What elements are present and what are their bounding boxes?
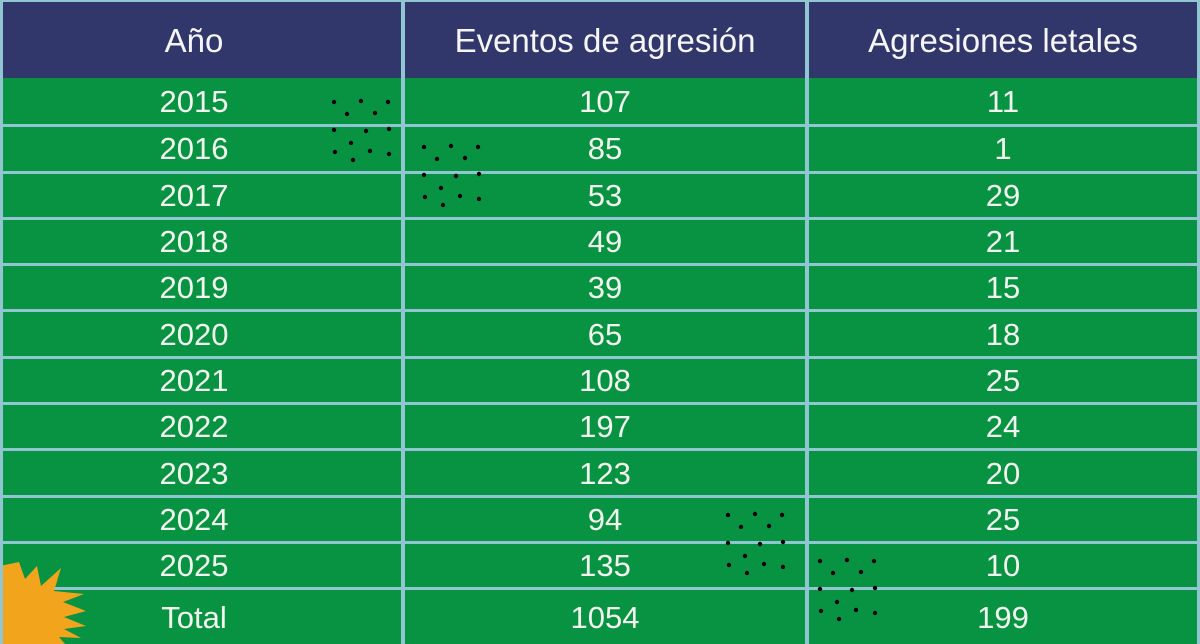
- year-cell: 2023: [159, 455, 229, 491]
- table-row: 2017 53 29: [3, 170, 1197, 217]
- events-cell: 107: [401, 78, 805, 125]
- table-row: 2022 197 24: [3, 402, 1197, 449]
- table-row: 2016 85 1: [3, 124, 1197, 171]
- events-cell: 85: [401, 127, 805, 171]
- header-cell-events: Eventos de agresión: [401, 2, 805, 78]
- table-row: 2024 94 25: [3, 494, 1197, 541]
- year-cell: 2016: [159, 131, 229, 167]
- table-row: 2025 135 10: [3, 540, 1197, 588]
- header-cell-year: Año: [164, 21, 224, 59]
- lethal-cell: 10: [805, 543, 1197, 588]
- table-row-total: Total 1054 199: [3, 587, 1197, 644]
- header-cell-lethal: Agresiones letales: [805, 2, 1197, 78]
- year-cell: 2018: [159, 224, 229, 260]
- events-cell: 39: [401, 266, 805, 310]
- year-cell: 2015: [159, 83, 229, 119]
- lethal-cell: 18: [805, 312, 1197, 356]
- lethal-cell: 24: [805, 405, 1197, 449]
- events-cell: 1054: [401, 590, 805, 644]
- events-cell: 123: [401, 451, 805, 495]
- events-cell: 108: [401, 358, 805, 403]
- lethal-cell: 11: [805, 78, 1197, 125]
- events-cell: 197: [401, 405, 805, 449]
- events-cell: 53: [401, 173, 805, 217]
- table-row: 2023 123 20: [3, 448, 1197, 495]
- events-cell: 49: [401, 219, 805, 264]
- lethal-cell: 15: [805, 266, 1197, 310]
- lethal-cell: 25: [805, 358, 1197, 403]
- year-cell: Total: [161, 599, 227, 635]
- events-cell: 94: [401, 497, 805, 541]
- lethal-cell: 21: [805, 219, 1197, 264]
- table-row: 2015 107 11: [3, 78, 1197, 125]
- events-cell: 65: [401, 312, 805, 356]
- year-cell: 2020: [159, 316, 229, 352]
- lethal-cell: 29: [805, 173, 1197, 217]
- lethal-cell: 1: [805, 127, 1197, 171]
- lethal-cell: 25: [805, 497, 1197, 541]
- lethal-cell: 20: [805, 451, 1197, 495]
- table-row: 2019 39 15: [3, 263, 1197, 310]
- year-cell: 2024: [159, 501, 229, 537]
- lethal-cell: 199: [805, 590, 1197, 644]
- year-cell: 2025: [159, 548, 229, 584]
- table-row: 2018 49 21: [3, 216, 1197, 264]
- year-cell: 2022: [159, 409, 229, 445]
- year-cell: 2017: [159, 177, 229, 213]
- year-cell: 2021: [159, 362, 229, 398]
- table-row: 2021 108 25: [3, 355, 1197, 403]
- table-header-row: Año Eventos de agresión Agresiones letal…: [3, 2, 1197, 78]
- table-row: 2020 65 18: [3, 309, 1197, 356]
- events-cell: 135: [401, 543, 805, 588]
- year-cell: 2019: [159, 270, 229, 306]
